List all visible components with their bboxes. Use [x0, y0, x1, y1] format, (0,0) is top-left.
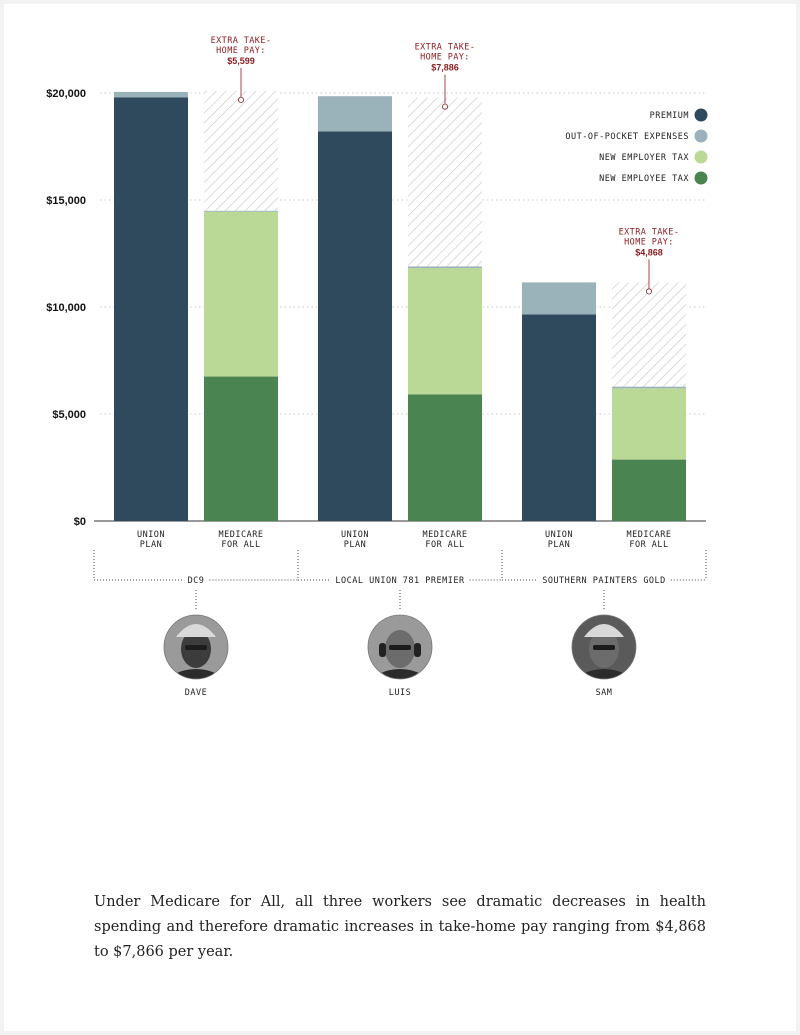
avatar-shoulders: [166, 669, 226, 679]
plan-label: LOCAL UNION 781 PREMIER: [335, 576, 465, 586]
bar-segment-employer: [408, 268, 482, 395]
y-tick-label: $5,000: [52, 409, 86, 421]
bar-segment-employer: [612, 388, 686, 460]
bar-segment-oop: [204, 210, 278, 212]
callout-line1: EXTRA TAKE-: [619, 227, 680, 237]
bar-segment-extra: [204, 90, 278, 211]
y-tick-label: $0: [74, 516, 86, 528]
bar-segment-employee: [612, 459, 686, 521]
callout-line1: EXTRA TAKE-: [211, 36, 272, 46]
callout-value: $5,599: [227, 56, 255, 66]
x-tick-label: FOR ALL: [221, 540, 260, 550]
bar-segment-premium: [114, 97, 188, 521]
avatar-ring: [163, 614, 229, 680]
bar-segment-employee: [204, 376, 278, 521]
bar-segment-oop: [612, 386, 686, 389]
callout-dot: [441, 103, 448, 110]
bar-segment-oop: [408, 266, 482, 269]
y-tick-label: $20,000: [46, 88, 86, 100]
bar-segment-oop: [114, 91, 188, 98]
stacked-bar-chart: $0$5,000$10,000$15,000$20,000 UNIONPLANM…: [46, 36, 708, 698]
legend-swatch: [694, 171, 708, 185]
callout-line2: HOME PAY:: [216, 46, 266, 56]
avatar-hardhat: [584, 624, 624, 637]
legend-swatch: [694, 108, 708, 122]
callout-dot: [646, 288, 653, 295]
bar-segment-extra: [612, 282, 686, 387]
worker-name: SAM: [596, 688, 613, 698]
legend-label: PREMIUM: [650, 111, 689, 121]
callout-value: $7,886: [431, 63, 459, 73]
worker-name: LUIS: [389, 688, 411, 698]
avatar-shoulders: [574, 669, 634, 679]
x-tick-label: FOR ALL: [629, 540, 668, 550]
callout-line2: HOME PAY:: [624, 237, 674, 247]
legend-label: OUT-OF-POCKET EXPENSES: [565, 132, 689, 142]
x-tick-label: MEDICARE: [219, 530, 264, 540]
avatar-ring: [367, 614, 433, 680]
bar-segment-employer: [204, 211, 278, 377]
chart-caption: Under Medicare for All, all three worker…: [94, 894, 706, 960]
x-tick-label: MEDICARE: [423, 530, 468, 540]
bar-segment-extra: [408, 97, 482, 267]
legend-label: NEW EMPLOYER TAX: [599, 153, 689, 163]
callout-dot: [237, 96, 244, 103]
x-tick-label: PLAN: [344, 540, 366, 550]
y-tick-label: $10,000: [46, 302, 86, 314]
y-tick-label: $15,000: [46, 195, 86, 207]
x-tick-label: PLAN: [548, 540, 570, 550]
bar-segment-premium: [522, 314, 596, 521]
worker-name: DAVE: [185, 688, 207, 698]
avatar-glasses: [389, 645, 411, 650]
callout-value: $4,868: [635, 247, 663, 257]
legend-swatch: [694, 129, 708, 143]
x-tick-label: FOR ALL: [425, 540, 464, 550]
avatar-earmuff: [414, 643, 421, 657]
plan-label: DC9: [188, 576, 205, 586]
x-tick-label: UNION: [137, 530, 165, 540]
avatar-ring: [571, 614, 637, 680]
bar-segment-oop: [522, 282, 596, 315]
callout-line2: HOME PAY:: [420, 53, 470, 63]
bar-segment-oop: [318, 96, 392, 132]
avatar-hardhat: [176, 624, 216, 637]
bar-segment-premium: [318, 131, 392, 521]
callout-line1: EXTRA TAKE-: [415, 43, 476, 53]
legend-label: NEW EMPLOYEE TAX: [599, 174, 689, 184]
avatar-glasses: [593, 645, 615, 650]
avatar-earmuff: [379, 643, 386, 657]
avatar-glasses: [185, 645, 207, 650]
x-tick-label: PLAN: [140, 540, 162, 550]
avatar-shoulders: [370, 669, 430, 679]
x-tick-label: UNION: [545, 530, 573, 540]
x-tick-label: UNION: [341, 530, 369, 540]
bar-segment-employee: [408, 394, 482, 521]
plan-label: SOUTHERN PAINTERS GOLD: [542, 576, 666, 586]
x-tick-label: MEDICARE: [627, 530, 672, 540]
legend-swatch: [694, 150, 708, 164]
